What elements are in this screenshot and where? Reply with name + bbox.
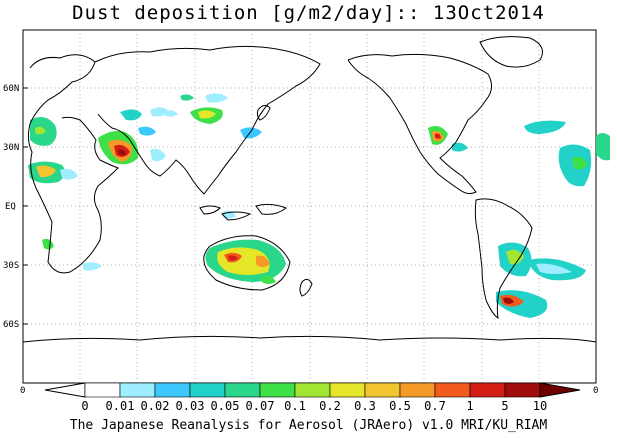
colorbar-swatch-12 [504,382,541,398]
colorbar-label: 0 [81,399,88,413]
colorbar-label: 0.01 [106,399,135,413]
colorbar-label: 0.7 [424,399,446,413]
colorbar-swatch-1 [119,382,156,398]
colorbar-swatch-11 [469,382,506,398]
colorbar-label: 0.3 [354,399,376,413]
colorbar-label: 0.5 [389,399,411,413]
colorbar-label: 0.02 [141,399,170,413]
colorbar-swatch-4 [224,382,261,398]
colorbar-label: 0.03 [176,399,205,413]
colorbar-label: 0.05 [211,399,240,413]
colorbar-swatch-0 [84,382,121,398]
map-frame [22,29,597,384]
colorbar-swatch-3 [189,382,226,398]
lon-edge-label-right: 0 [593,386,598,396]
footer-credit: The Japanese Reanalysis for Aerosol (JRA… [69,418,548,433]
lat-label-60s: 60S [3,320,19,330]
colorbar-label: 1 [466,399,473,413]
coastlines [22,36,597,343]
colorbar-swatch-9 [399,382,436,398]
colorbar-swatch-5 [259,382,296,398]
colorbar-label: 0.1 [284,399,306,413]
dust-deposition-field [28,93,610,318]
colorbar-swatch-2 [154,382,191,398]
colorbar-label: 5 [501,399,508,413]
lat-label-60n: 60N [3,84,19,94]
graticule [23,30,596,383]
colorbar-swatch-8 [364,382,401,398]
colorbar-lower-arrow [44,382,86,398]
lat-label-30s: 30S [3,261,19,271]
colorbar-swatch-10 [434,382,471,398]
colorbar-swatch-7 [329,382,366,398]
colorbar-label: 0.2 [319,399,341,413]
colorbar-label: 0.07 [246,399,275,413]
lon-edge-label-left: 0 [20,386,25,396]
map-title: Dust deposition [g/m2/day]:: 13Oct2014 [72,2,545,24]
colorbar-label: 10 [533,399,547,413]
colorbar [44,382,581,398]
colorbar-upper-arrow [539,382,581,398]
lat-label-30n: 30N [3,143,19,153]
colorbar-swatch-6 [294,382,331,398]
lat-label-eq: EQ [5,202,16,212]
lat-ticks [23,87,28,325]
colorbar-labels: 0 0.01 0.02 0.03 0.05 0.07 0.1 0.2 0.3 0… [81,399,547,413]
